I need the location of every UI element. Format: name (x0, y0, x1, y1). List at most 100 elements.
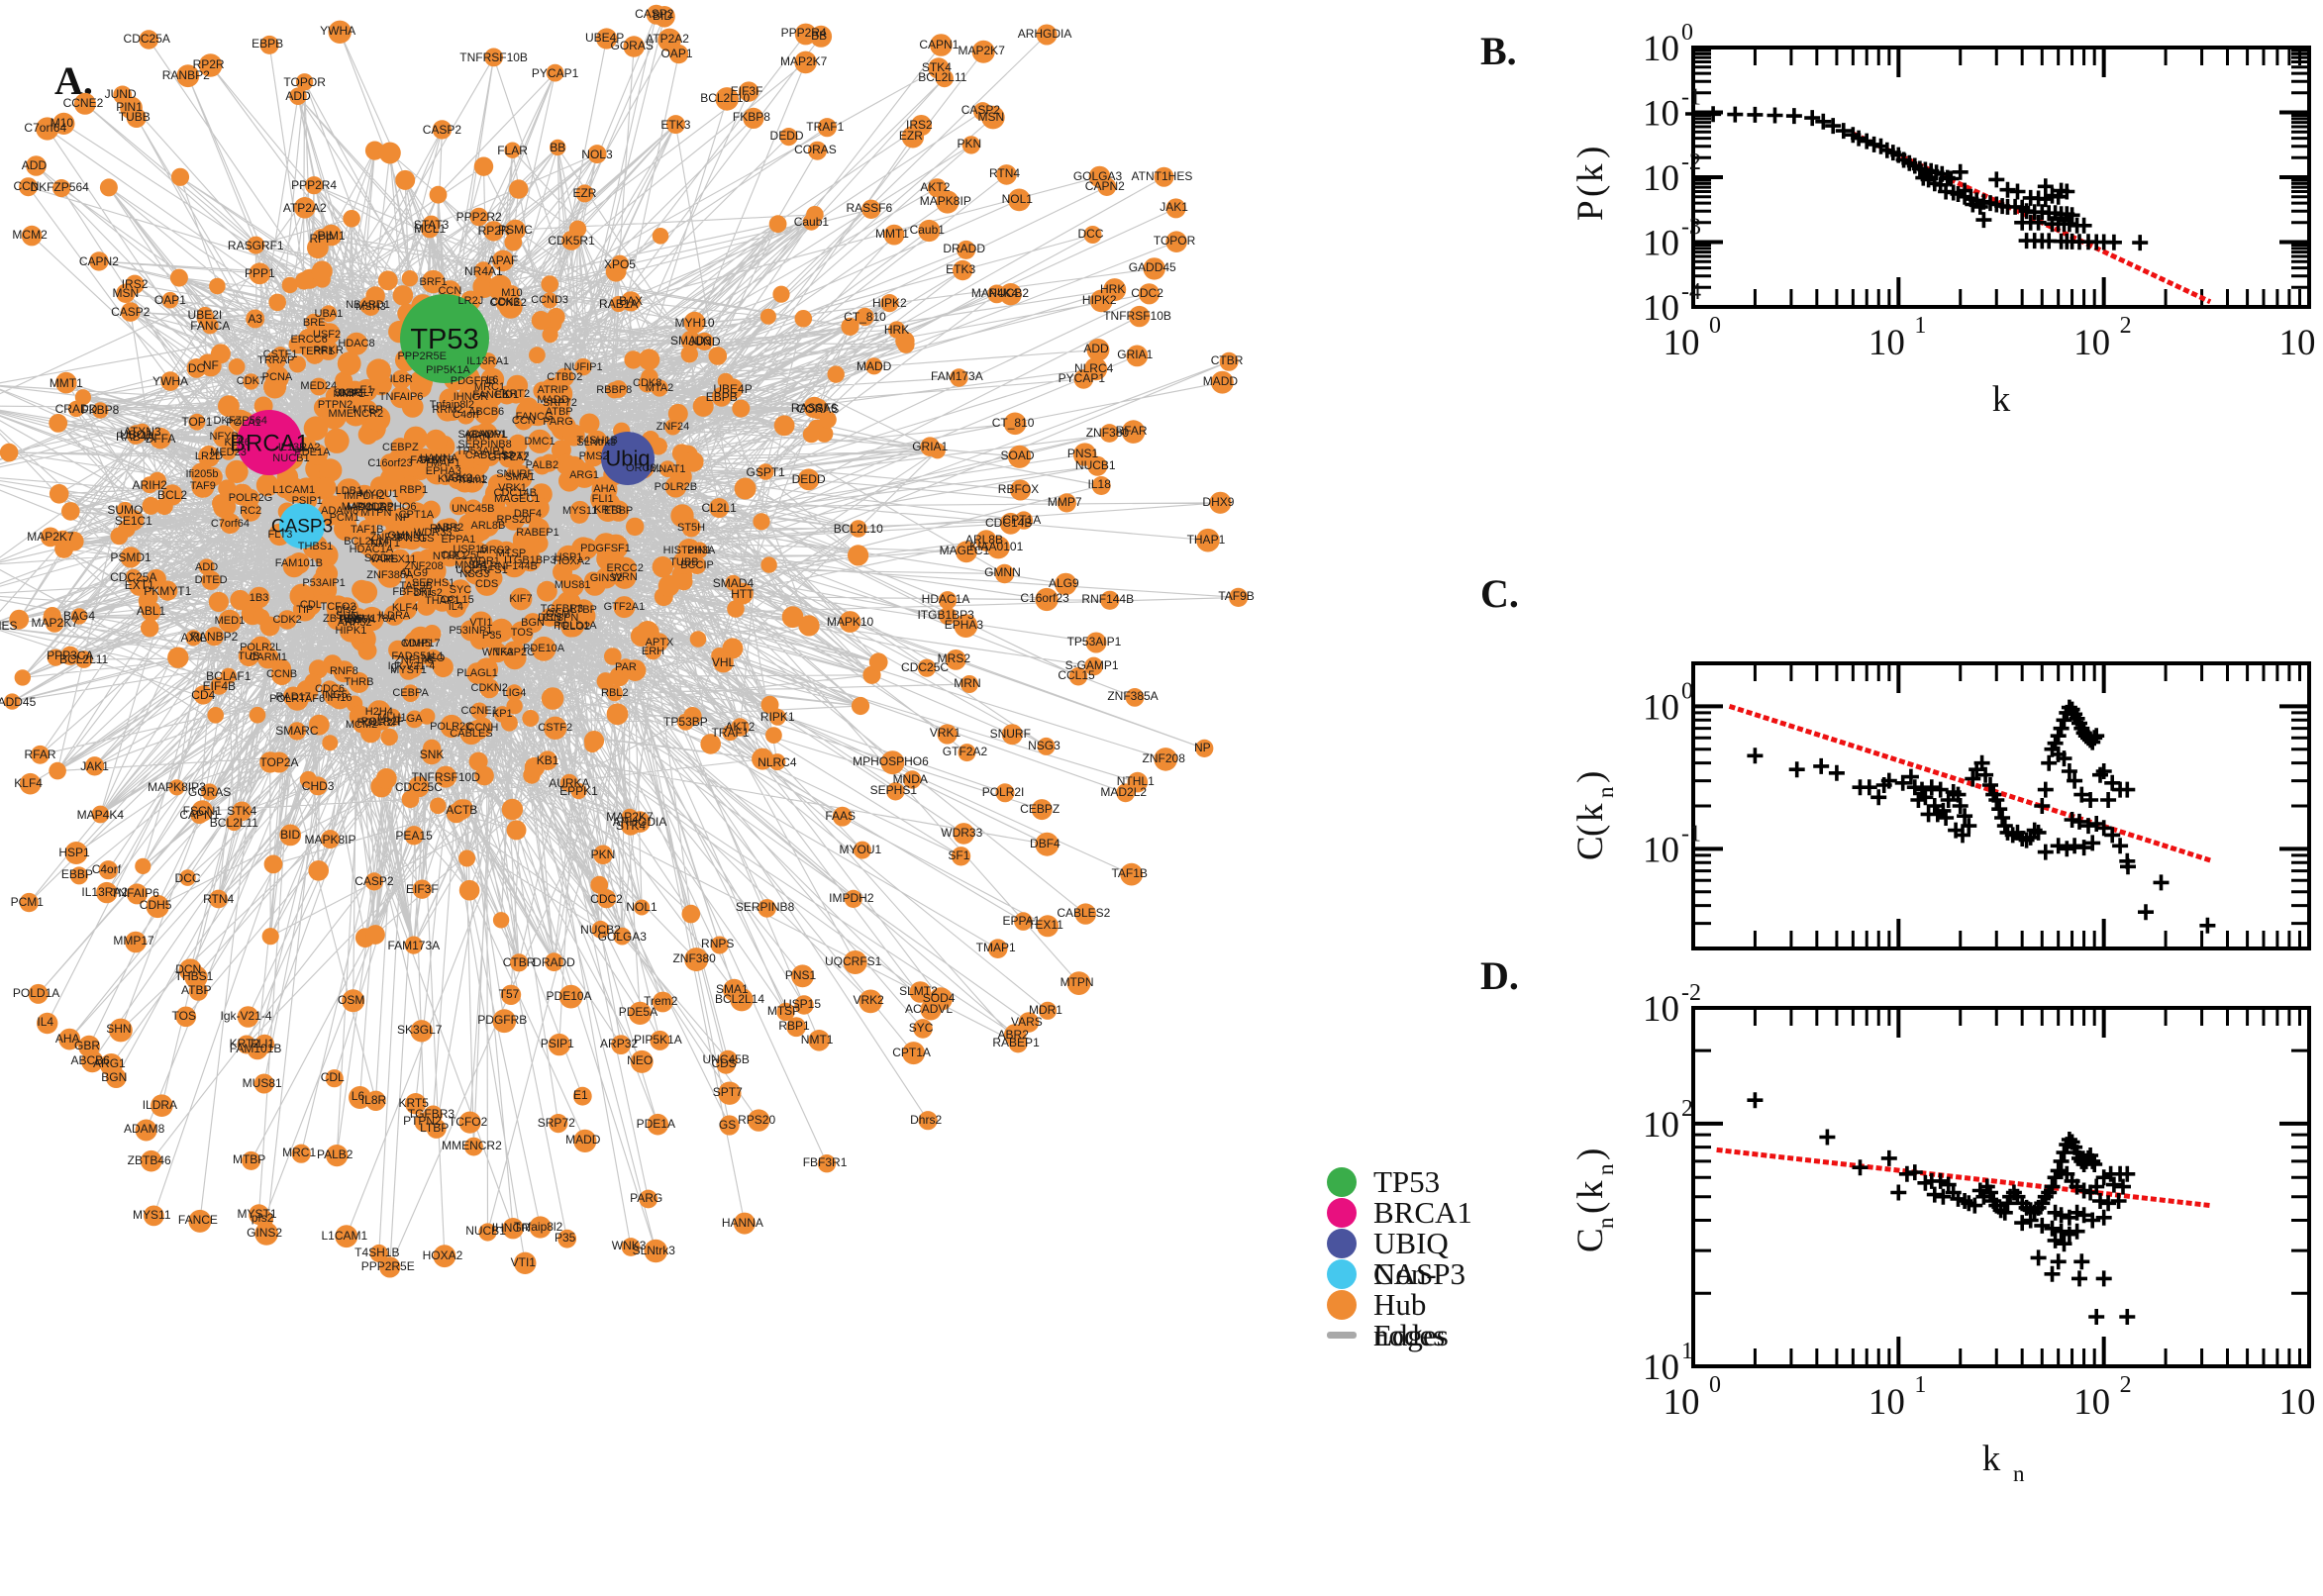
legend-item-brca1: BRCA1 (1327, 1197, 1472, 1228)
svg-text:10: 10 (1868, 323, 1905, 363)
svg-text:k: k (1570, 1180, 1611, 1199)
y-tick-label: 10 -4 (1643, 279, 1701, 329)
svg-text:10: 10 (2279, 323, 2316, 363)
svg-text:1: 1 (1914, 1372, 1926, 1398)
legend-item-casp3: CASP3 (1327, 1258, 1472, 1289)
y-tick-label: 10 -1 (1643, 821, 1701, 870)
x-tick-label: 103 (2279, 323, 2316, 363)
hub-label-brca1: BRCA1 (230, 430, 309, 456)
svg-text:): ) (1570, 147, 1611, 158)
legend-item-ubiq: UBIQ (1327, 1228, 1472, 1258)
svg-text:k: k (1570, 803, 1611, 822)
y-tick-label: 10 0 (1643, 678, 1693, 728)
plot-c-svg: 10 010 -1C(kn) (1570, 661, 2311, 950)
x-tick-label: 10 2 (2073, 313, 2132, 363)
x-tick-label: 103 (2279, 1382, 2316, 1423)
svg-text:k: k (1992, 379, 2011, 420)
hub-node-tp53[interactable] (400, 294, 489, 383)
fit-line (1728, 703, 2211, 863)
legend-label: Edges (1373, 1318, 1449, 1352)
svg-text:10: 10 (1643, 830, 1679, 870)
y-axis-title: Cn(kn) (1570, 1148, 1618, 1252)
svg-text:0: 0 (1709, 313, 1721, 339)
y-tick-label: 10 2 (1643, 1096, 1693, 1146)
hub-node-casp3[interactable] (279, 503, 325, 549)
hub-label-casp3: CASP3 (271, 517, 333, 538)
y-tick-label: 10 0 (1643, 20, 1693, 69)
svg-text:0: 0 (1681, 20, 1693, 46)
node-swatch-icon (1327, 1228, 1357, 1258)
panel-b-letter: B. (1480, 29, 1517, 73)
hub-label-tp53: TP53 (410, 324, 478, 355)
svg-text:P: P (1570, 200, 1611, 221)
svg-text:2: 2 (1681, 1096, 1693, 1122)
svg-text:10: 10 (2279, 1382, 2316, 1423)
network-graph: TP53 BRCA1 Ubiq CASP3 (0, 4, 1249, 1278)
svg-text:n: n (1593, 786, 1618, 798)
svg-text:10: 10 (1664, 323, 1700, 363)
node-swatch-icon (1327, 1289, 1357, 1320)
legend-label: BRCA1 (1373, 1195, 1472, 1230)
data-points (1685, 106, 2149, 251)
svg-text:10: 10 (1643, 29, 1679, 69)
svg-text:n: n (1593, 1217, 1618, 1229)
svg-text:10: 10 (1643, 989, 1679, 1030)
svg-text:1: 1 (1914, 313, 1926, 339)
panel-a-network: A. TP53 BRCA1 Ubiq CASP3 CDC14B THAP1 KIAA010… (0, 4, 1472, 1350)
x-tick-label: 10 1 (1868, 1372, 1927, 1423)
svg-text:10: 10 (1643, 158, 1679, 199)
hub-node-ubiq[interactable] (601, 432, 655, 485)
data-points (1747, 1092, 2136, 1325)
x-tick-label: 10 2 (2073, 1372, 2132, 1423)
plot-frame (1691, 46, 2311, 309)
svg-text:(: ( (1570, 825, 1611, 837)
y-axis-title: C(kn) (1570, 771, 1618, 860)
svg-text:2: 2 (2120, 313, 2132, 339)
y-tick-label: 10 -2 (1643, 150, 1701, 199)
hub-node-brca1[interactable] (237, 410, 302, 475)
svg-text:10: 10 (1643, 1347, 1679, 1388)
legend: TP53 BRCA1 UBIQ CASP3 Non-Hub nodes Edges (1327, 1166, 1472, 1350)
svg-text:-2: -2 (1681, 980, 1701, 1006)
legend-label: UBIQ (1373, 1226, 1449, 1260)
node-swatch-icon (1327, 1197, 1357, 1228)
y-tick-label: 10 -3 (1643, 215, 1701, 264)
svg-text:10: 10 (1643, 94, 1679, 135)
svg-text:-4: -4 (1681, 279, 1701, 305)
svg-text:(: ( (1570, 1202, 1611, 1214)
edge-swatch-icon (1327, 1332, 1357, 1339)
svg-text:n: n (2013, 1461, 2025, 1486)
plot-frame (1691, 1006, 2311, 1368)
svg-text:C: C (1570, 1228, 1611, 1252)
legend-item-edges: Edges (1327, 1320, 1472, 1350)
svg-text:k: k (1982, 1439, 2001, 1479)
node-swatch-icon (1327, 1166, 1357, 1197)
legend-item-non-hub-nodes: Non-Hub nodes (1327, 1258, 1472, 1350)
svg-text:10: 10 (1868, 1382, 1905, 1423)
node-swatch-icon (1327, 1258, 1357, 1289)
svg-text:10: 10 (1643, 687, 1679, 728)
data-points (1747, 699, 2216, 934)
svg-text:-1: -1 (1681, 821, 1701, 847)
svg-text:10: 10 (1664, 1382, 1700, 1423)
svg-text:-2: -2 (1681, 150, 1701, 175)
x-tick-label: 10 0 (1664, 1372, 1722, 1423)
svg-text:-3: -3 (1681, 215, 1701, 241)
svg-text:): ) (1570, 1148, 1611, 1160)
svg-text:): ) (1570, 771, 1611, 783)
legend-item-tp53: TP53 (1327, 1166, 1472, 1197)
svg-text:(: ( (1570, 185, 1611, 197)
svg-text:-1: -1 (1681, 85, 1701, 111)
legend-label: CASP3 (1373, 1256, 1466, 1291)
svg-text:2: 2 (2120, 1372, 2132, 1398)
x-tick-label: 10 1 (1868, 313, 1927, 363)
svg-text:0: 0 (1709, 1372, 1721, 1398)
panel-c-letter: C. (1480, 571, 1519, 616)
svg-text:10: 10 (2073, 1382, 2110, 1423)
y-top-tick-label: 10 -2 (1643, 980, 1701, 1030)
svg-text:0: 0 (1681, 678, 1693, 704)
